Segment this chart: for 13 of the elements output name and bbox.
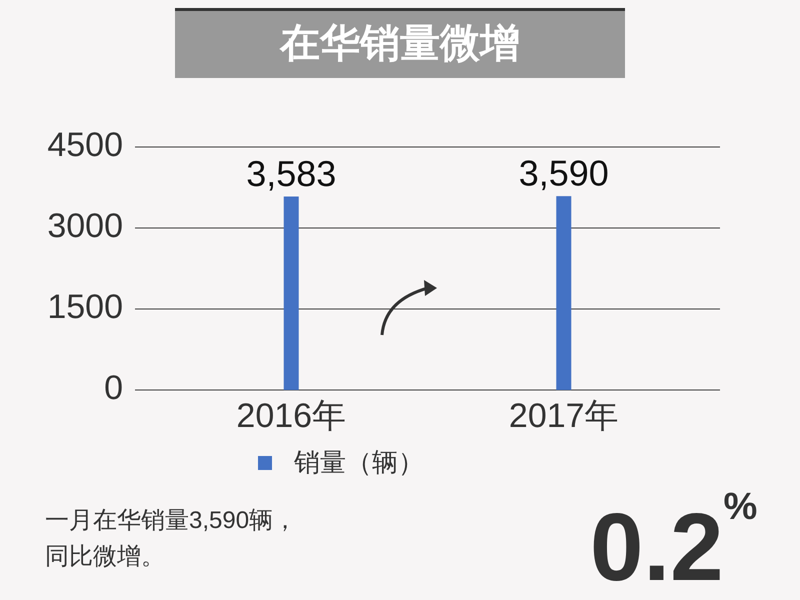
text: 同比微增。 bbox=[45, 543, 165, 570]
legend-label: 销量（辆） bbox=[293, 446, 424, 477]
text: 一月在华销量3,590辆， bbox=[45, 507, 298, 534]
text: 0.2$^{%}$ bbox=[590, 486, 758, 600]
data-label: 3,590 bbox=[518, 152, 609, 194]
chart-title: 在华销量微增 bbox=[279, 22, 520, 66]
y-tick-label: 3000 bbox=[47, 206, 123, 245]
y-tick-label: 4500 bbox=[47, 126, 123, 164]
y-tick-label: 1500 bbox=[47, 288, 123, 326]
x-tick-label: 2017年 bbox=[508, 396, 619, 435]
y-tick-label: 0 bbox=[104, 368, 123, 407]
data-label: 3,583 bbox=[246, 153, 336, 194]
x-tick-label: 2016年 bbox=[236, 396, 346, 435]
